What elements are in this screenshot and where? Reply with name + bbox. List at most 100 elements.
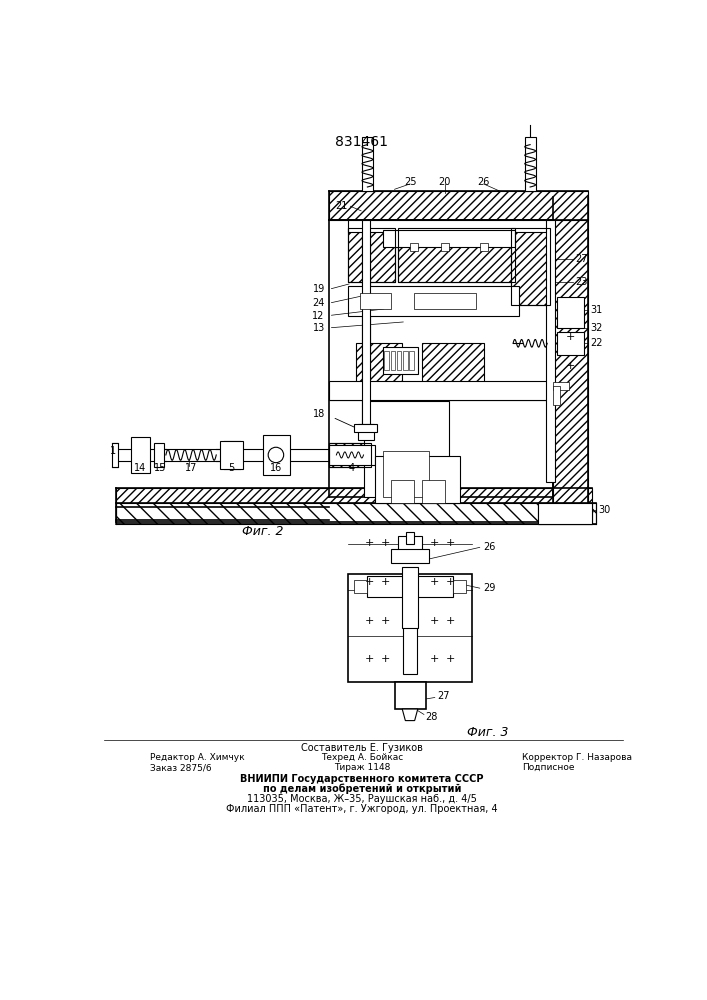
- Bar: [554, 386, 559, 405]
- Bar: [421, 480, 445, 503]
- Bar: [131, 437, 151, 473]
- Bar: [375, 456, 460, 503]
- Text: 28: 28: [426, 712, 438, 722]
- Text: 18: 18: [312, 409, 325, 419]
- Text: Подписное: Подписное: [522, 763, 575, 772]
- Text: +: +: [380, 538, 390, 548]
- Bar: [398, 228, 515, 282]
- Text: +: +: [445, 615, 455, 626]
- Bar: [409, 351, 414, 370]
- Bar: [403, 351, 408, 370]
- Bar: [510, 228, 549, 305]
- Bar: [363, 401, 449, 497]
- Bar: [362, 220, 370, 428]
- Bar: [525, 137, 535, 191]
- Text: +: +: [566, 361, 575, 371]
- Bar: [510, 228, 549, 305]
- Text: 26: 26: [477, 177, 490, 187]
- Bar: [395, 682, 426, 709]
- Bar: [546, 220, 555, 482]
- Bar: [329, 443, 371, 467]
- Text: 32: 32: [590, 323, 603, 333]
- Bar: [383, 347, 418, 374]
- Text: 31: 31: [590, 305, 603, 315]
- Bar: [406, 532, 414, 544]
- Text: Корректор Г. Назарова: Корректор Г. Назарова: [522, 753, 632, 762]
- Text: Редактор А. Химчук: Редактор А. Химчук: [151, 753, 245, 762]
- Text: Филиал ППП «Патент», г. Ужгород, ул. Проектная, 4: Филиал ППП «Патент», г. Ужгород, ул. Про…: [226, 804, 498, 814]
- Bar: [557, 332, 585, 355]
- Bar: [348, 228, 395, 282]
- Text: +: +: [445, 654, 455, 664]
- Text: 17: 17: [185, 463, 197, 473]
- Bar: [263, 435, 290, 475]
- Text: Составитель Е. Гузиков: Составитель Е. Гузиков: [301, 743, 423, 753]
- Text: 20: 20: [438, 177, 451, 187]
- Bar: [354, 580, 368, 593]
- Bar: [383, 230, 515, 247]
- Text: +: +: [430, 577, 440, 587]
- Text: по делам изобретений и открытий: по делам изобретений и открытий: [263, 784, 461, 794]
- Bar: [348, 574, 472, 682]
- Text: Тираж 1148: Тираж 1148: [334, 763, 390, 772]
- Text: 16: 16: [270, 463, 282, 473]
- Bar: [154, 443, 163, 467]
- Bar: [348, 220, 554, 232]
- Bar: [397, 351, 402, 370]
- Text: Заказ 2875/6: Заказ 2875/6: [151, 763, 212, 772]
- Text: +: +: [380, 654, 390, 664]
- Text: +: +: [365, 577, 375, 587]
- Bar: [362, 137, 373, 191]
- Text: 27: 27: [437, 691, 450, 701]
- Text: Фиг. 2: Фиг. 2: [242, 525, 284, 538]
- Bar: [538, 503, 592, 524]
- Bar: [354, 424, 378, 432]
- Text: 21: 21: [336, 201, 348, 211]
- Polygon shape: [402, 709, 418, 721]
- Text: 29: 29: [484, 583, 496, 593]
- Text: 831461: 831461: [335, 135, 388, 149]
- Text: 4: 4: [349, 463, 355, 473]
- Bar: [348, 286, 518, 316]
- Bar: [403, 582, 417, 674]
- Bar: [391, 480, 414, 503]
- Text: Фиг. 3: Фиг. 3: [467, 726, 508, 739]
- Text: +: +: [430, 538, 440, 548]
- Text: +: +: [445, 538, 455, 548]
- Bar: [358, 424, 373, 440]
- Text: 27: 27: [575, 254, 588, 264]
- Text: +: +: [430, 654, 440, 664]
- Bar: [220, 441, 243, 469]
- Text: Техред А. Бойкас: Техред А. Бойкас: [321, 753, 403, 762]
- Text: 1: 1: [110, 446, 116, 456]
- Bar: [398, 228, 515, 282]
- Bar: [391, 351, 395, 370]
- Bar: [538, 503, 592, 524]
- Bar: [480, 243, 488, 251]
- Text: +: +: [380, 577, 390, 587]
- Bar: [368, 576, 452, 597]
- Bar: [115, 488, 592, 522]
- Bar: [115, 503, 596, 524]
- Text: 19: 19: [312, 284, 325, 294]
- Text: 23: 23: [575, 277, 588, 287]
- Text: 113035, Москва, Ж–35, Раушская наб., д. 4/5: 113035, Москва, Ж–35, Раушская наб., д. …: [247, 794, 477, 804]
- Bar: [391, 549, 429, 563]
- Text: 25: 25: [404, 177, 416, 187]
- Text: +: +: [445, 577, 455, 587]
- Text: 22: 22: [590, 338, 603, 348]
- Text: 26: 26: [484, 542, 496, 552]
- Bar: [329, 381, 554, 400]
- Bar: [356, 343, 402, 382]
- Bar: [329, 445, 375, 465]
- Bar: [398, 536, 421, 551]
- Bar: [329, 443, 371, 467]
- Bar: [360, 293, 391, 309]
- Text: 13: 13: [312, 323, 325, 333]
- Bar: [385, 351, 389, 370]
- Text: 15: 15: [153, 463, 166, 473]
- Bar: [329, 391, 554, 400]
- Text: +: +: [380, 615, 390, 626]
- Bar: [383, 230, 515, 247]
- Bar: [402, 567, 418, 628]
